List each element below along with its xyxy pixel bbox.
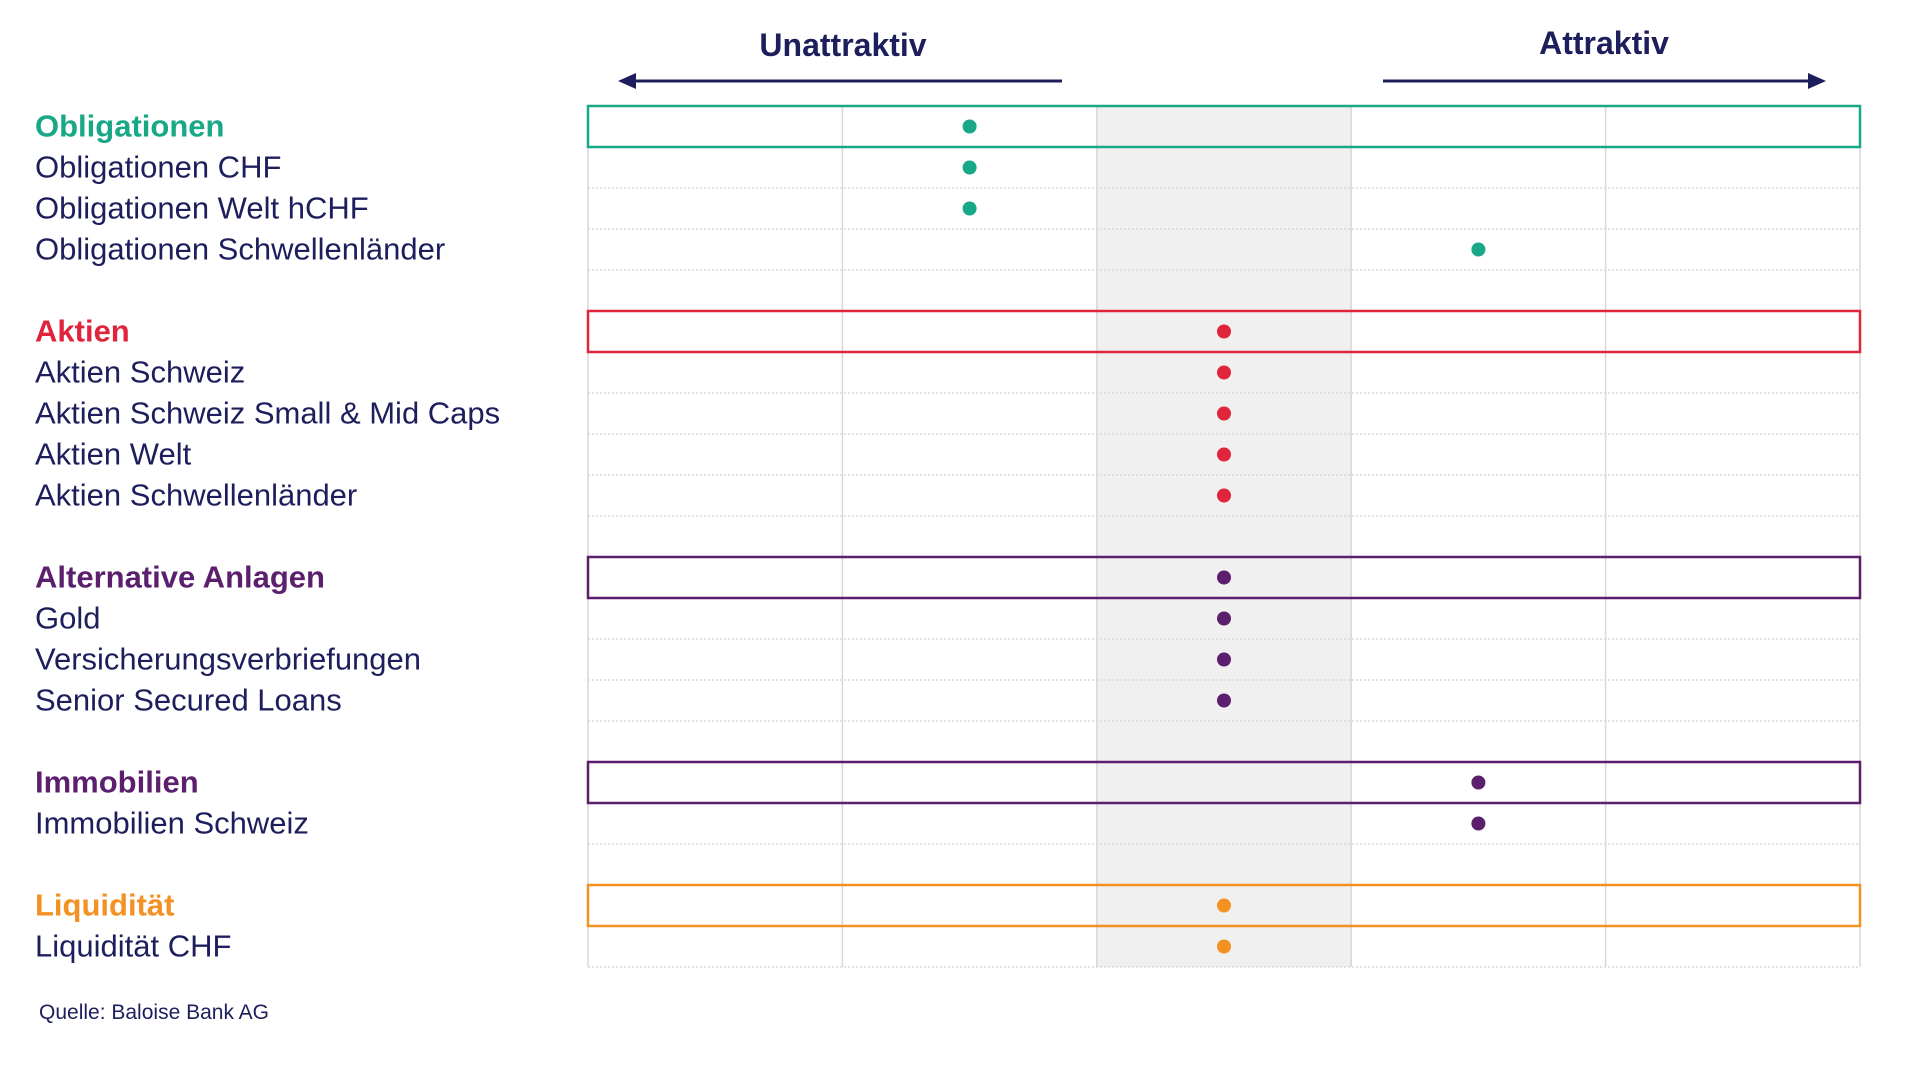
attraktiv-label: Attraktiv [1539,25,1669,61]
row-label-aktien-schwellenlander: Aktien Schwellenländer [35,478,357,513]
dot-obligationen-chf [962,160,977,175]
group-box-obligationen [586,104,1862,149]
dot-aktien [1217,324,1231,339]
dot-senior-secured-loans [1217,693,1231,708]
dot-liquiditat [1217,898,1231,913]
row-label-liquiditat-chf: Liquidität CHF [35,929,231,964]
row-label-gold: Gold [35,601,100,636]
group-label-alternative-anlagen: Alternative Anlagen [35,560,325,595]
dot-versicherungsverbriefungen [1217,652,1231,667]
dot-aktien-schweiz [1217,365,1231,380]
left-arrow-head [618,73,636,89]
group-label-aktien: Aktien [35,314,130,349]
group-label-liquiditat: Liquidität [35,888,174,923]
dot-aktien-schweiz-small-mid-caps [1217,406,1231,421]
row-label-obligationen-schwellenlander: Obligationen Schwellenländer [35,232,445,267]
row-label-immobilien-schweiz: Immobilien Schweiz [35,806,309,841]
dot-aktien-schwellenlander [1217,488,1231,503]
row-label-senior-secured-loans: Senior Secured Loans [35,683,342,718]
group-label-immobilien: Immobilien [35,765,199,800]
group-box-aktien [586,309,1862,354]
row-label-obligationen-welt-hchf: Obligationen Welt hCHF [35,191,369,226]
dot-alternative-anlagen [1217,570,1231,585]
row-label-aktien-schweiz-small-mid-caps: Aktien Schweiz Small & Mid Caps [35,396,500,431]
group-box-layer [586,104,1862,928]
dot-immobilien [1471,775,1486,790]
row-label-layer: Obligationen Obligationen CHF Obligationen… [35,109,500,964]
dot-aktien-welt [1217,447,1231,462]
header-layer: Unattraktiv Attraktiv [618,25,1826,89]
row-label-obligationen-chf: Obligationen CHF [35,150,281,185]
dot-gold [1217,611,1231,626]
dot-layer [962,119,1486,954]
dot-liquiditat-chf [1217,939,1231,954]
group-box-immobilien [586,760,1862,805]
row-label-aktien-schweiz: Aktien Schweiz [35,355,245,390]
dot-obligationen-welt-hchf [962,201,977,216]
right-arrow-head [1808,73,1826,89]
group-box-liquiditat [586,883,1862,928]
group-box-alternative-anlagen [586,555,1862,600]
dot-obligationen [962,119,977,134]
unattraktiv-label: Unattraktiv [759,27,926,63]
neutral-band-layer [1096,106,1352,967]
source-note: Quelle: Baloise Bank AG [39,1001,269,1024]
row-label-versicherungsverbriefungen: Versicherungsverbriefungen [35,642,421,677]
neutral-band [1096,106,1352,967]
dot-immobilien-schweiz [1471,816,1486,831]
row-label-aktien-welt: Aktien Welt [35,437,192,472]
group-label-obligationen: Obligationen [35,109,224,144]
dot-obligationen-schwellenlander [1471,242,1486,257]
